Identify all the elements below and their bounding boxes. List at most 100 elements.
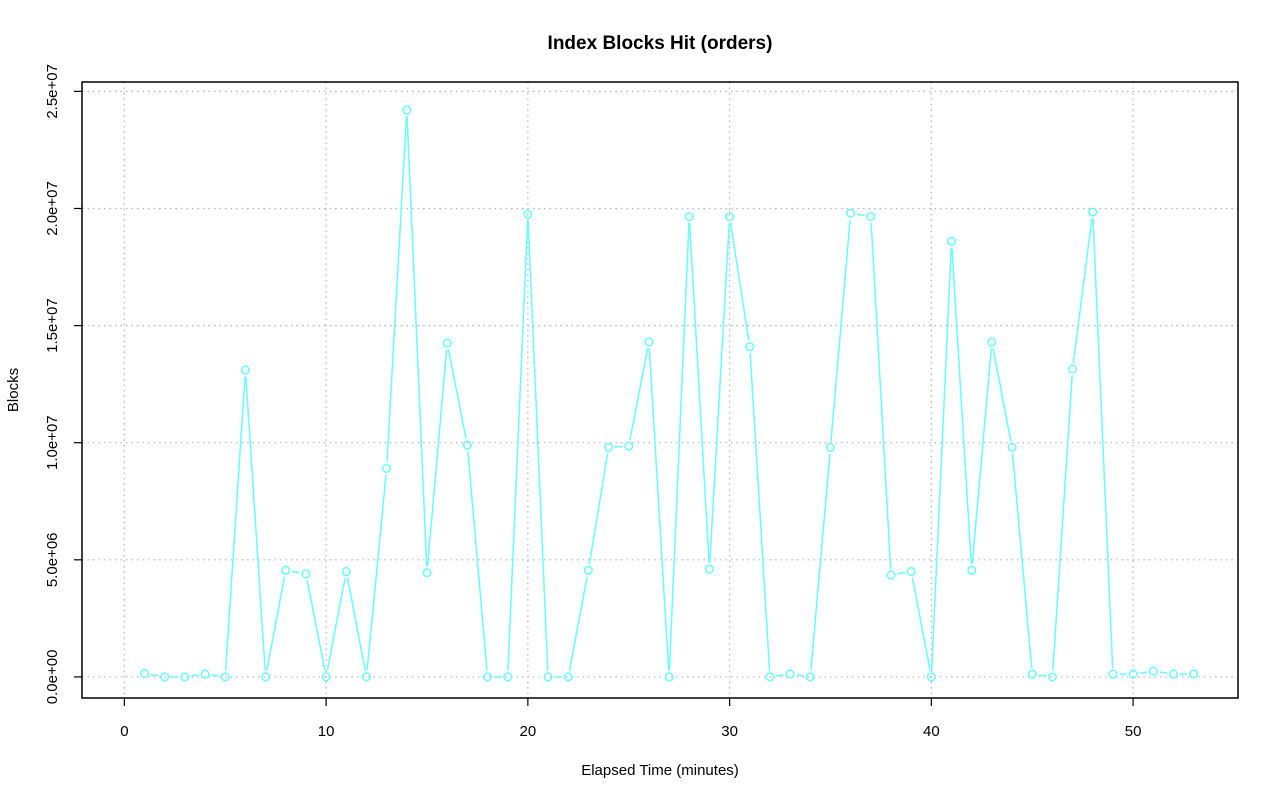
series-segment bbox=[191, 674, 199, 677]
data-point bbox=[382, 463, 392, 474]
series-segment bbox=[507, 220, 529, 671]
series-segment bbox=[1011, 453, 1033, 668]
grid-layer bbox=[82, 82, 1238, 698]
series-segment bbox=[668, 223, 690, 671]
x-tick-label: 50 bbox=[1125, 723, 1142, 740]
data-point bbox=[321, 672, 331, 682]
series-segment bbox=[992, 348, 1012, 442]
data-point bbox=[341, 566, 351, 577]
data-point bbox=[664, 672, 674, 682]
data-point bbox=[906, 566, 916, 577]
series-segment bbox=[897, 571, 905, 575]
data-point bbox=[139, 668, 150, 678]
series-segment bbox=[1092, 218, 1114, 668]
series-segment bbox=[588, 453, 609, 565]
x-tick-label: 30 bbox=[721, 723, 738, 740]
series-segment bbox=[150, 673, 159, 677]
series-segment bbox=[366, 474, 387, 671]
data-point bbox=[886, 570, 896, 580]
series-segment bbox=[1139, 671, 1147, 674]
series-segment bbox=[870, 223, 892, 569]
series-segment bbox=[856, 213, 865, 217]
data-point bbox=[462, 440, 472, 450]
series-segment bbox=[346, 577, 366, 671]
series-segment bbox=[326, 577, 346, 671]
series-segment bbox=[447, 349, 467, 439]
data-point bbox=[563, 672, 573, 682]
series-segment bbox=[306, 580, 326, 671]
y-tick-label: 0.0e+00 bbox=[44, 650, 61, 705]
series-segment bbox=[911, 577, 931, 671]
series-segment bbox=[930, 247, 952, 671]
series-segment bbox=[1072, 218, 1093, 363]
data-point bbox=[503, 672, 513, 682]
data-point bbox=[301, 569, 311, 579]
data-point bbox=[482, 672, 493, 682]
data-point bbox=[1088, 207, 1098, 217]
data-point bbox=[1128, 669, 1138, 679]
data-point bbox=[1047, 672, 1057, 682]
data-point bbox=[1068, 364, 1078, 374]
data-point bbox=[745, 342, 755, 352]
data-point bbox=[866, 212, 876, 222]
data-point bbox=[1168, 669, 1178, 679]
series-layer bbox=[139, 105, 1199, 682]
data-point bbox=[967, 565, 977, 575]
series-segment bbox=[292, 570, 300, 574]
y-tick-label: 2.0e+07 bbox=[44, 181, 61, 236]
data-point bbox=[240, 365, 250, 375]
data-point bbox=[543, 672, 553, 682]
data-point bbox=[261, 672, 271, 682]
chart-title: Index Blocks Hit (orders) bbox=[548, 33, 773, 54]
data-point bbox=[1027, 669, 1037, 679]
data-point bbox=[987, 337, 997, 347]
data-point bbox=[846, 208, 856, 218]
series-segment bbox=[1038, 674, 1047, 677]
series-segment bbox=[810, 453, 831, 671]
x-tick-label: 40 bbox=[923, 723, 940, 740]
data-point bbox=[200, 669, 210, 679]
series-segment bbox=[688, 223, 710, 563]
series-segment bbox=[796, 674, 804, 677]
series-segment bbox=[971, 348, 993, 564]
data-point bbox=[604, 442, 614, 452]
data-point bbox=[180, 672, 190, 682]
series-segment bbox=[729, 222, 750, 341]
data-point bbox=[1108, 669, 1118, 679]
x-tick-label: 20 bbox=[520, 723, 537, 740]
data-point bbox=[442, 338, 452, 348]
data-point bbox=[361, 672, 372, 682]
series-segment bbox=[211, 674, 219, 677]
series-segment bbox=[426, 349, 448, 567]
series-segment bbox=[568, 576, 588, 671]
data-point bbox=[281, 565, 291, 575]
series-segment bbox=[406, 116, 428, 567]
series-segment bbox=[266, 576, 286, 671]
data-point bbox=[624, 441, 634, 451]
data-point bbox=[523, 209, 533, 219]
data-point bbox=[583, 565, 593, 575]
x-tick-label: 10 bbox=[318, 723, 335, 740]
y-tick-label: 5.0e+06 bbox=[44, 532, 61, 587]
data-point bbox=[805, 672, 815, 682]
data-point bbox=[402, 105, 412, 115]
y-axis-label: Blocks bbox=[5, 368, 22, 412]
series-segment bbox=[467, 451, 488, 671]
data-point bbox=[220, 672, 230, 682]
series-segment bbox=[1159, 671, 1168, 674]
data-point bbox=[765, 672, 775, 682]
series-segment bbox=[527, 220, 549, 671]
data-point bbox=[160, 672, 170, 682]
x-axis-label: Elapsed Time (minutes) bbox=[581, 762, 739, 779]
data-point bbox=[684, 212, 694, 222]
series-segment bbox=[749, 353, 771, 671]
data-point bbox=[785, 669, 795, 679]
y-tick-label: 1.5e+07 bbox=[44, 298, 61, 353]
series-segment bbox=[629, 348, 649, 440]
data-point bbox=[725, 212, 735, 222]
series-segment bbox=[776, 674, 784, 677]
plot-frame bbox=[81, 81, 1239, 699]
series-segment bbox=[709, 223, 730, 563]
axis-layer: 0 10 20 30 40 50 0.0e+00 5.0e+06 1.0e+07 1.5e+07 2… bbox=[44, 64, 1141, 740]
